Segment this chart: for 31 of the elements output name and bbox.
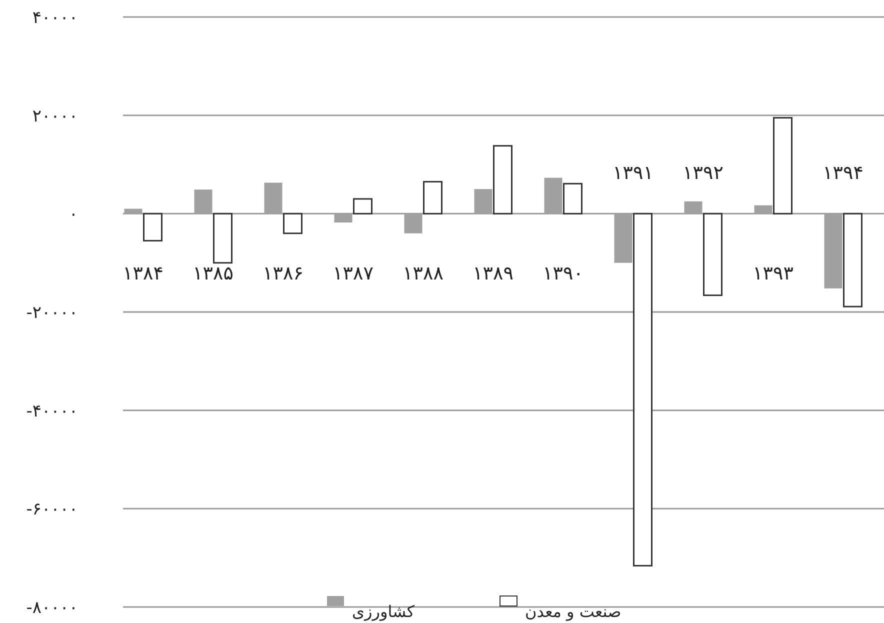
y-tick-label: ۰	[68, 204, 78, 225]
legend-label: کشاورزی	[352, 602, 415, 621]
y-tick-label: -۶۰۰۰۰	[26, 500, 78, 520]
x-tick-label: ۱۳۹۱	[612, 162, 654, 184]
bar	[423, 180, 442, 214]
bar	[143, 212, 162, 242]
x-tick-label: ۱۳۹۰	[542, 262, 584, 285]
bar	[773, 117, 792, 214]
bar	[493, 145, 512, 214]
x-tick-label: ۱۳۸۹	[472, 262, 514, 285]
x-tick-label: ۱۳۹۴	[822, 162, 864, 184]
x-tick-label: ۱۳۸۷	[332, 262, 374, 285]
y-tick-label: -۲۰۰۰۰	[26, 303, 78, 323]
bar	[283, 212, 302, 234]
x-tick-label: ۱۳۸۸	[402, 262, 444, 285]
x-tick-label: ۱۳۸۶	[262, 262, 304, 285]
bar	[353, 198, 372, 214]
y-tick-label: ۲۰۰۰۰	[32, 106, 78, 126]
bar	[213, 212, 232, 264]
bar	[703, 212, 722, 296]
x-tick-label: ۱۳۸۵	[192, 262, 234, 285]
x-tick-label: ۱۳۹۳	[752, 262, 794, 285]
y-tick-label: ۴۰۰۰۰	[32, 8, 78, 28]
x-tick-label: ۱۳۸۴	[122, 262, 164, 285]
bar	[563, 182, 582, 214]
bar	[633, 212, 652, 566]
y-tick-label: -۴۰۰۰۰	[26, 401, 78, 422]
x-tick-label: ۱۳۹۲	[682, 162, 724, 184]
y-tick-label: -۸۰۰۰۰	[26, 598, 78, 618]
legend-label: صنعت و معدن	[525, 602, 622, 621]
bar	[843, 212, 862, 308]
